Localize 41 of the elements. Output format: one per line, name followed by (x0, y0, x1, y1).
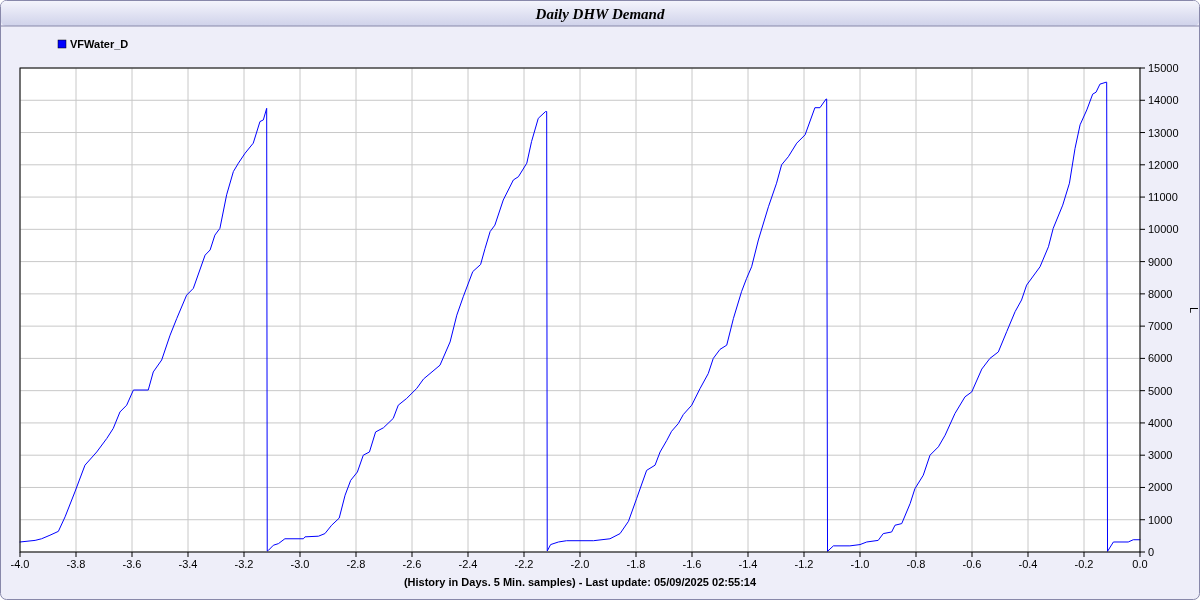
y-tick-label: 13000 (1148, 126, 1179, 139)
y-tick-label: 9000 (1148, 255, 1173, 268)
x-tick-label: -4.0 (10, 558, 30, 570)
x-tick-label: -0.6 (962, 558, 982, 570)
y-tick-label: 3000 (1148, 449, 1173, 462)
x-tick-label: -1.6 (682, 558, 702, 570)
x-tick-label: -3.8 (66, 558, 86, 570)
x-tick-label: -1.4 (738, 558, 758, 570)
y-tick-label: 10000 (1148, 223, 1179, 236)
x-tick-label: -0.2 (1074, 558, 1094, 570)
x-tick-label: 0.0 (1132, 558, 1148, 570)
x-tick-label: -2.8 (346, 558, 366, 570)
x-tick-label: -2.6 (402, 558, 422, 570)
legend-label: VFWater_D (70, 38, 129, 50)
x-tick-label: -2.2 (514, 558, 534, 570)
y-tick-label: 8000 (1148, 287, 1173, 300)
x-tick-label: -1.8 (626, 558, 646, 570)
chart-title: Daily DHW Demand (534, 6, 665, 22)
y-tick-label: 15000 (1148, 62, 1179, 74)
x-tick-label: -3.6 (122, 558, 142, 570)
y-tick-label: 6000 (1148, 352, 1173, 365)
y-tick-label: 5000 (1148, 384, 1173, 397)
y-axis-title: L (1188, 306, 1200, 314)
y-tick-label: 0 (1148, 546, 1155, 558)
y-tick-label: 12000 (1148, 158, 1179, 171)
y-tick-label: 14000 (1148, 94, 1179, 107)
x-tick-label: -1.2 (794, 558, 814, 570)
y-tick-label: 2000 (1148, 481, 1173, 494)
x-tick-label: -3.2 (234, 558, 254, 570)
y-tick-label: 4000 (1148, 416, 1173, 429)
y-tick-label: 11000 (1148, 191, 1178, 204)
x-axis-title: (History in Days. 5 Min. samples) - Last update: 05/09/2025 02:55:14 (403, 576, 757, 588)
x-tick-label: -0.8 (906, 558, 926, 570)
x-tick-label: -2.0 (570, 558, 590, 570)
x-tick-label: -2.4 (458, 558, 478, 570)
x-tick-label: -3.4 (178, 558, 198, 570)
x-tick-label: -1.0 (850, 558, 870, 570)
x-tick-label: -0.4 (1018, 558, 1038, 570)
y-tick-label: 7000 (1148, 320, 1173, 333)
y-tick-label: 1000 (1148, 513, 1173, 526)
x-tick-label: -3.0 (290, 558, 310, 570)
